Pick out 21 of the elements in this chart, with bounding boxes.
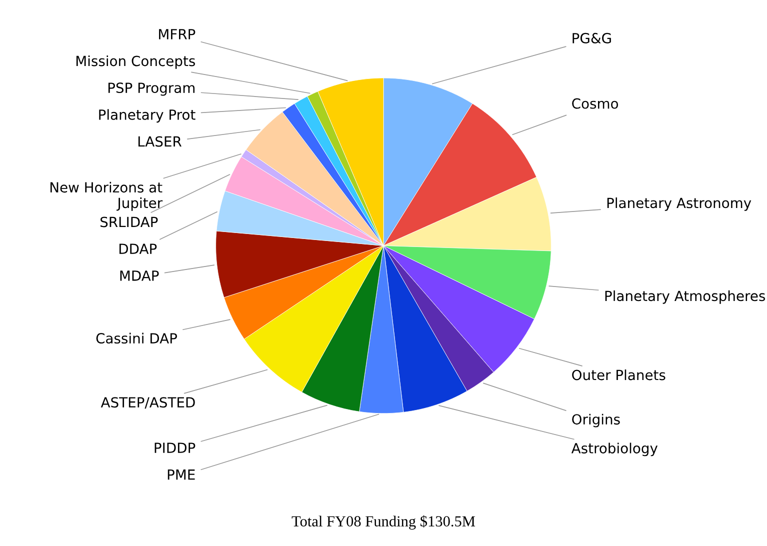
- slice-label: Mission Concepts: [76, 55, 195, 69]
- slice-label: LASER: [138, 136, 182, 147]
- slice-label: Outer Planets: [572, 369, 666, 380]
- slice-label: MFRP: [159, 29, 196, 40]
- slice-label: Planetary Astronomy: [607, 197, 752, 211]
- slice-label: DDAP: [119, 244, 157, 254]
- text: Total FY08 Funding $130.5M: [292, 515, 476, 530]
- slice-label: Cosmo: [572, 98, 618, 109]
- slice-label: Planetary Prot: [99, 109, 196, 123]
- slice-label: PME: [168, 470, 195, 480]
- slice-label: SRLIDAP: [100, 216, 158, 228]
- slice-label: MDAP: [120, 270, 159, 281]
- slice-label: PG&G: [572, 32, 611, 44]
- slice-label: Origins: [572, 414, 620, 428]
- slice-label: Planetary Atmospheres: [605, 290, 766, 304]
- slice-label: PIDDP: [154, 442, 196, 453]
- slice-label: PSP Program: [108, 82, 194, 96]
- slice-label: New Horizons at Jupiter: [50, 182, 163, 211]
- slice-label: Astrobiology: [571, 442, 658, 456]
- slice-label: Cassini DAP: [96, 332, 177, 344]
- slice-label: ASTEP/ASTED: [100, 397, 195, 409]
